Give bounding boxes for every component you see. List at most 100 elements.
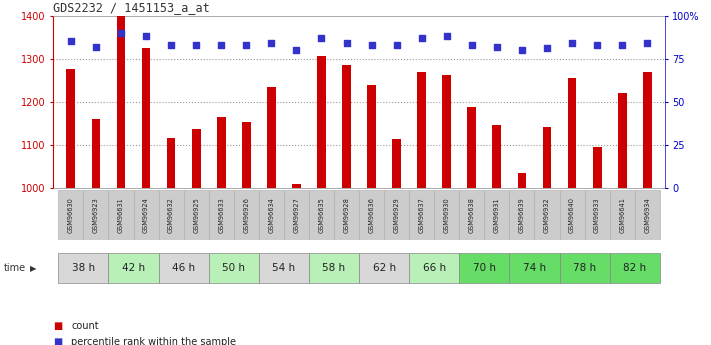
Point: [466, 42, 478, 48]
Text: GSM96636: GSM96636: [368, 197, 375, 233]
Bar: [317, 57, 326, 188]
Text: percentile rank within the sample: percentile rank within the sample: [71, 337, 236, 345]
Bar: [234, 190, 259, 240]
Point: [341, 40, 352, 46]
Bar: [609, 254, 660, 283]
Text: 62 h: 62 h: [373, 263, 396, 273]
Point: [516, 47, 528, 53]
Text: GSM96923: GSM96923: [93, 197, 99, 233]
Point: [616, 42, 628, 48]
Point: [266, 40, 277, 46]
Point: [90, 44, 102, 49]
Bar: [183, 190, 209, 240]
Bar: [159, 254, 209, 283]
Bar: [635, 190, 660, 240]
Bar: [259, 254, 309, 283]
Point: [65, 39, 77, 44]
Text: GSM96632: GSM96632: [168, 197, 174, 233]
Bar: [643, 72, 651, 188]
Text: GSM96933: GSM96933: [594, 197, 600, 233]
Text: 50 h: 50 h: [223, 263, 245, 273]
Text: 78 h: 78 h: [573, 263, 596, 273]
Bar: [192, 129, 201, 188]
Bar: [242, 122, 251, 188]
Text: 70 h: 70 h: [473, 263, 496, 273]
Text: GSM96635: GSM96635: [319, 197, 324, 233]
Bar: [584, 190, 609, 240]
Bar: [259, 190, 284, 240]
Point: [191, 42, 202, 48]
Bar: [535, 190, 560, 240]
Bar: [309, 254, 359, 283]
Text: GSM96928: GSM96928: [343, 197, 350, 233]
Text: GSM96924: GSM96924: [143, 197, 149, 233]
Bar: [92, 119, 100, 188]
Bar: [434, 190, 459, 240]
Text: 58 h: 58 h: [322, 263, 346, 273]
Text: ■: ■: [53, 337, 63, 345]
Text: GSM96638: GSM96638: [469, 197, 475, 233]
Point: [166, 42, 177, 48]
Bar: [484, 190, 509, 240]
Bar: [567, 78, 577, 188]
Bar: [134, 190, 159, 240]
Bar: [384, 190, 409, 240]
Bar: [392, 139, 401, 188]
Point: [240, 42, 252, 48]
Bar: [67, 69, 75, 188]
Bar: [109, 190, 134, 240]
Bar: [292, 184, 301, 188]
Bar: [409, 190, 434, 240]
Bar: [166, 138, 176, 188]
Bar: [459, 190, 484, 240]
Point: [115, 30, 127, 36]
Text: ■: ■: [53, 321, 63, 331]
Bar: [367, 86, 376, 188]
Bar: [83, 190, 109, 240]
Text: GDS2232 / 1451153_a_at: GDS2232 / 1451153_a_at: [53, 1, 210, 14]
Bar: [417, 72, 426, 188]
Text: GSM96630: GSM96630: [68, 197, 74, 233]
Bar: [209, 254, 259, 283]
Point: [541, 46, 552, 51]
Bar: [509, 254, 560, 283]
Bar: [518, 173, 526, 188]
Bar: [58, 254, 109, 283]
Bar: [359, 190, 384, 240]
Point: [592, 42, 603, 48]
Point: [140, 33, 151, 39]
Text: 38 h: 38 h: [72, 263, 95, 273]
Point: [215, 42, 227, 48]
Text: GSM96631: GSM96631: [118, 197, 124, 233]
Point: [441, 33, 452, 39]
Bar: [467, 107, 476, 188]
Bar: [542, 127, 552, 188]
Text: GSM96930: GSM96930: [444, 197, 450, 233]
Text: GSM96932: GSM96932: [544, 197, 550, 233]
Text: GSM96641: GSM96641: [619, 197, 625, 233]
Point: [291, 47, 302, 53]
Text: 74 h: 74 h: [523, 263, 546, 273]
Text: GSM96639: GSM96639: [519, 197, 525, 233]
Bar: [618, 93, 626, 188]
Text: 66 h: 66 h: [422, 263, 446, 273]
Bar: [141, 48, 151, 188]
Point: [316, 35, 327, 41]
Point: [416, 35, 427, 41]
Text: 42 h: 42 h: [122, 263, 145, 273]
Text: time: time: [4, 263, 26, 273]
Bar: [560, 254, 609, 283]
Text: 82 h: 82 h: [623, 263, 646, 273]
Bar: [459, 254, 509, 283]
Text: GSM96640: GSM96640: [569, 197, 575, 233]
Bar: [442, 75, 451, 188]
Text: 46 h: 46 h: [172, 263, 196, 273]
Bar: [509, 190, 535, 240]
Bar: [159, 190, 183, 240]
Bar: [58, 190, 83, 240]
Bar: [593, 147, 602, 188]
Bar: [109, 254, 159, 283]
Bar: [334, 190, 359, 240]
Text: GSM96633: GSM96633: [218, 197, 224, 233]
Text: ▶: ▶: [30, 264, 36, 273]
